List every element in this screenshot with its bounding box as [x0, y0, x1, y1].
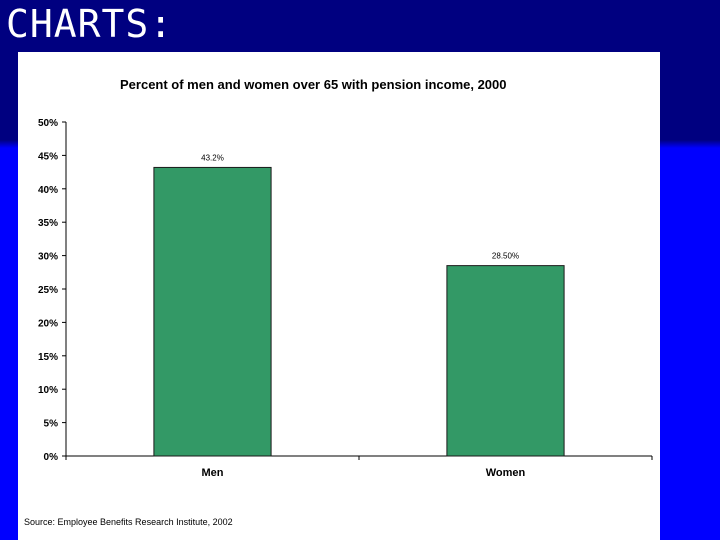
y-tick-label: 45% [38, 151, 58, 162]
y-axis: 0% 5% 10% 15% 20% 25% 30% 35% 40% 45% 50% [38, 118, 67, 463]
y-tick-label: 40% [38, 185, 58, 196]
chart-title: Percent of men and women over 65 with pe… [120, 77, 507, 92]
bar-women [446, 265, 565, 457]
chart-panel: Percent of men and women over 65 with pe… [18, 52, 660, 540]
category-label-men: Men [202, 467, 224, 479]
bar-men [153, 166, 272, 457]
slide-title: CHARTS: [6, 2, 174, 46]
y-tick-label: 15% [38, 352, 58, 363]
source-note: Source: Employee Benefits Research Insti… [24, 517, 233, 527]
y-tick-label: 50% [38, 118, 58, 129]
category-label-women: Women [486, 467, 526, 479]
y-tick-label: 30% [38, 252, 58, 263]
y-tick-label: 5% [44, 419, 59, 430]
y-tick-label: 10% [38, 385, 58, 396]
y-tick-label: 35% [38, 218, 58, 229]
y-tick-label: 25% [38, 285, 58, 296]
data-label-men: 43.2% [201, 153, 224, 162]
y-tick-label: 0% [44, 452, 59, 463]
y-tick-label: 20% [38, 318, 58, 329]
bars: 43.2% 28.50% [153, 153, 565, 457]
x-axis: Men Women [65, 455, 653, 479]
data-label-women: 28.50% [492, 252, 519, 261]
pension-income-bar-chart: Percent of men and women over 65 with pe… [24, 77, 653, 527]
